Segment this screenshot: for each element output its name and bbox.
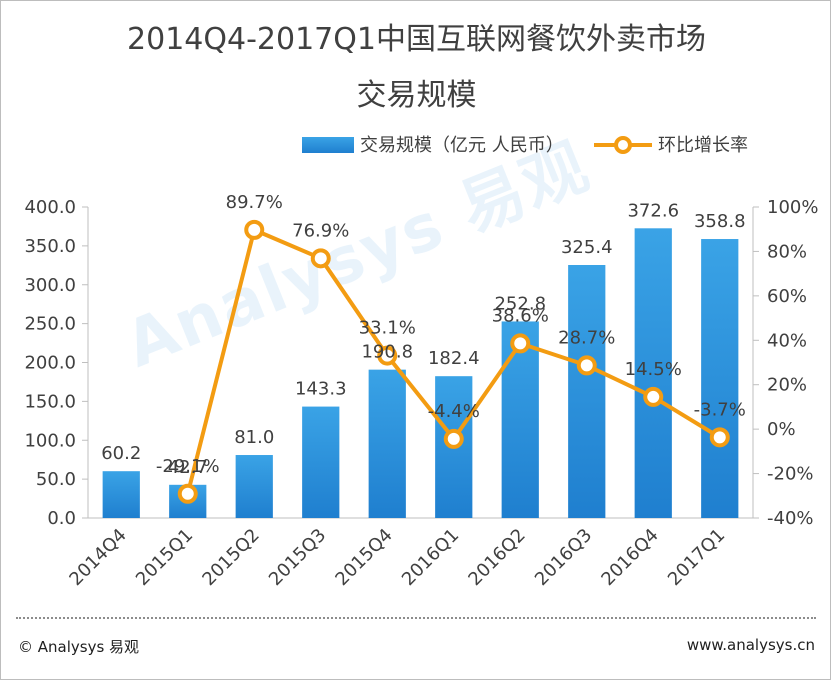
bar-value-label: 372.6 xyxy=(627,200,679,221)
legend-bar-swatch xyxy=(302,137,354,153)
y-left-tick-label: 200.0 xyxy=(24,353,76,374)
growth-rate-label: 33.1% xyxy=(359,318,416,339)
y-right-tick-label: 60% xyxy=(767,286,807,307)
y-left-tick-label: 300.0 xyxy=(24,275,76,296)
growth-rate-label: -3.7% xyxy=(694,399,746,420)
growth-rate-point xyxy=(510,333,531,354)
x-tick-label: 2016Q4 xyxy=(597,525,662,590)
bar xyxy=(235,455,273,518)
combo-chart: 交易规模（亿元 人民币） 环比增长率 0.0 50.0 100.0 150.0 200.… xyxy=(24,135,818,590)
growth-rate-label: 89.7% xyxy=(226,192,283,213)
y-right-tick-label: 40% xyxy=(767,330,807,351)
chart-title-line2: 交易规模 xyxy=(356,78,477,113)
y-right-tick-label: 100% xyxy=(767,197,818,218)
bar-value-label: 190.8 xyxy=(361,342,413,363)
legend-line-label: 环比增长率 xyxy=(658,135,748,156)
bar xyxy=(501,321,539,518)
growth-rate-label: 38.6% xyxy=(492,305,549,326)
bar xyxy=(701,239,739,518)
growth-rate-label: -4.4% xyxy=(428,401,480,422)
bar-value-label: 143.3 xyxy=(295,379,347,400)
y-left-tick-label: 100.0 xyxy=(24,430,76,451)
x-tick-label: 2015Q2 xyxy=(198,525,263,590)
growth-rate-label: 28.7% xyxy=(558,327,615,348)
growth-rate-point xyxy=(576,355,597,376)
bar xyxy=(102,471,140,518)
y-left-tick-label: 250.0 xyxy=(24,314,76,335)
y-left-tick-label: 50.0 xyxy=(36,469,76,490)
x-tick-label: 2015Q1 xyxy=(132,525,197,590)
x-tick-label: 2016Q1 xyxy=(398,525,463,590)
bar-value-label: 358.8 xyxy=(694,211,746,232)
growth-rate-point xyxy=(377,345,398,366)
growth-rate-point xyxy=(643,386,664,407)
growth-rate-point xyxy=(310,248,331,269)
bar-value-label: 42.7 xyxy=(168,457,208,478)
growth-rate-point xyxy=(709,427,730,448)
y-right-tick-label: 80% xyxy=(767,241,807,262)
chart-title-line1: 2014Q4-2017Q1中国互联网餐饮外卖市场 xyxy=(127,22,706,57)
x-tick-label: 2017Q1 xyxy=(664,525,729,590)
growth-rate-point xyxy=(177,483,198,504)
growth-rate-label: 76.9% xyxy=(292,220,349,241)
x-tick-label: 2014Q4 xyxy=(65,525,130,590)
bar-value-label: 325.4 xyxy=(561,237,613,258)
growth-rate-label: 14.5% xyxy=(625,359,682,380)
y-right-tick-label: 0% xyxy=(767,419,796,440)
x-tick-label: 2016Q2 xyxy=(464,525,529,590)
bar xyxy=(568,265,606,518)
legend-line-marker xyxy=(614,136,632,154)
legend-bar-label: 交易规模（亿元 人民币） xyxy=(360,135,564,156)
footer-url: www.analysys.cn xyxy=(686,636,815,654)
growth-rate-point xyxy=(443,428,464,449)
x-tick-label: 2015Q3 xyxy=(265,525,330,590)
bar-value-label: 81.0 xyxy=(234,427,274,448)
y-left-tick-label: 0.0 xyxy=(47,508,76,529)
y-right-tick-label: 20% xyxy=(767,375,807,396)
legend: 交易规模（亿元 人民币） 环比增长率 xyxy=(302,135,748,156)
y-left-tick-label: 350.0 xyxy=(24,236,76,257)
y-right-tick-label: -20% xyxy=(767,464,814,485)
growth-rate-label: -29.1% xyxy=(156,456,220,477)
footer-copyright: © Analysys 易观 xyxy=(18,638,140,656)
bar xyxy=(368,369,406,518)
bar-value-label: 252.8 xyxy=(494,293,546,314)
y-right-tick-label: -40% xyxy=(767,508,814,529)
x-tick-label: 2016Q3 xyxy=(531,525,596,590)
bar-value-label: 60.2 xyxy=(101,443,141,464)
growth-rate-point xyxy=(244,219,265,240)
bar xyxy=(302,406,340,518)
bar-value-label: 182.4 xyxy=(428,348,480,369)
bar xyxy=(634,228,672,518)
footer-divider xyxy=(16,617,816,619)
y-left-tick-label: 150.0 xyxy=(24,391,76,412)
y-left-tick-label: 400.0 xyxy=(24,197,76,218)
x-tick-label: 2015Q4 xyxy=(331,525,396,590)
